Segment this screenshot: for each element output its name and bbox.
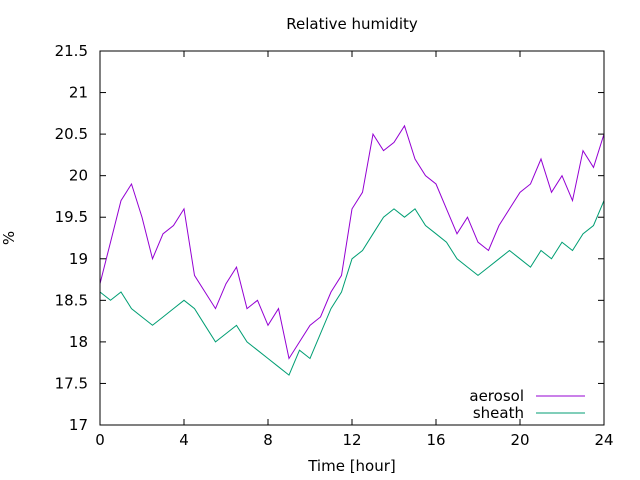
plot-frame xyxy=(99,50,605,426)
x-tick-label: 12 xyxy=(342,431,361,449)
y-tick-label: 18.5 xyxy=(55,291,88,309)
y-tick-label: 19 xyxy=(69,250,88,268)
ticks-layer: 0 4 8 12 16 20 24 17 17.5 18 18.5 19 19.5 20 20.5 21 21.… xyxy=(55,42,614,449)
chart-title: Relative humidity xyxy=(286,15,418,33)
y-tick-label: 20 xyxy=(69,167,88,185)
series-line-aerosol xyxy=(99,124,605,360)
legend-label-aerosol: aerosol xyxy=(469,387,524,405)
y-tick-label: 21.5 xyxy=(55,42,88,60)
y-tick-label: 20.5 xyxy=(55,125,88,143)
y-tick-label: 19.5 xyxy=(55,208,88,226)
x-tick-label: 4 xyxy=(179,431,189,449)
y-tick-label: 18 xyxy=(69,333,88,351)
legend-label-sheath: sheath xyxy=(473,404,524,422)
y-tick-label: 21 xyxy=(69,84,88,102)
x-tick-label: 20 xyxy=(510,431,529,449)
x-tick-label: 8 xyxy=(263,431,273,449)
x-tick-label: 24 xyxy=(594,431,613,449)
y-axis-label: % xyxy=(0,231,18,245)
x-axis-label: Time [hour] xyxy=(307,457,396,475)
series-layer xyxy=(99,124,605,376)
y-tick-label: 17 xyxy=(69,416,88,434)
y-tick-label: 17.5 xyxy=(55,374,88,392)
x-tick-label: 16 xyxy=(426,431,445,449)
series-line-sheath xyxy=(99,200,605,376)
x-tick-label: 0 xyxy=(95,431,105,449)
